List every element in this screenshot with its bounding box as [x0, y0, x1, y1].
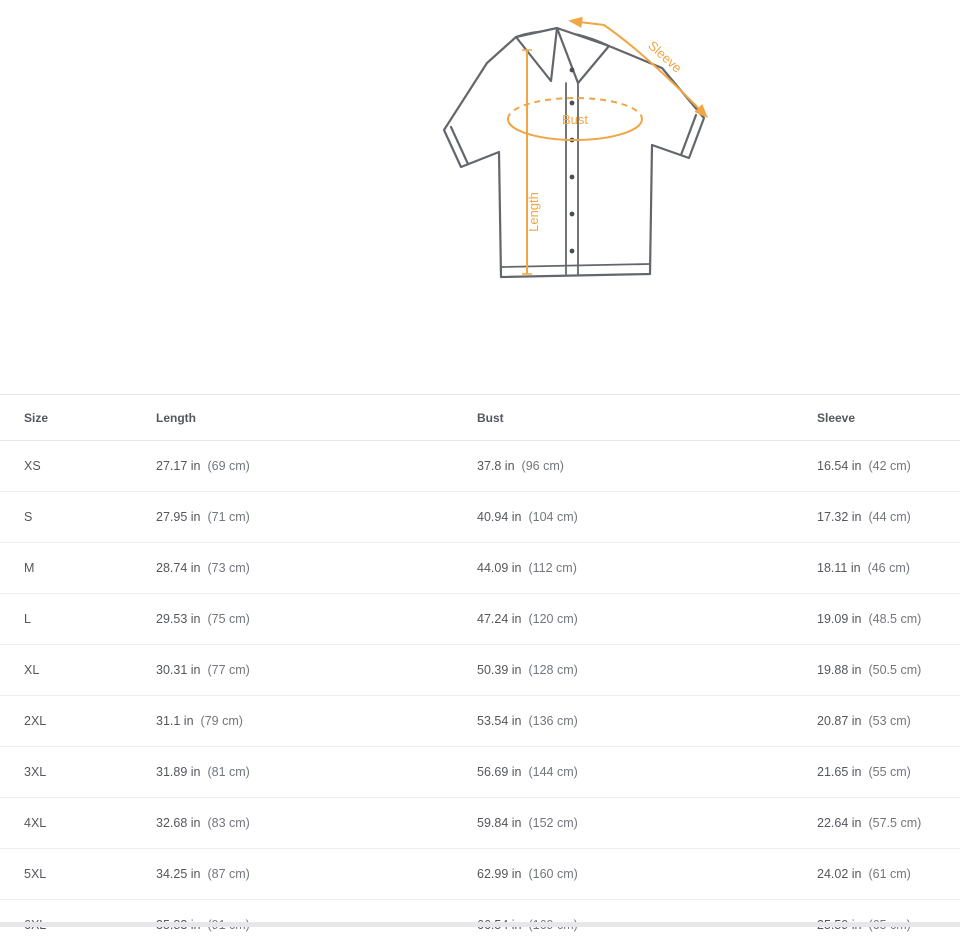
sleeve-cm-value: (61 cm): [868, 867, 910, 881]
length-cm-value: (87 cm): [207, 867, 249, 881]
sleeve-in-value: 20.87 in: [817, 714, 861, 728]
size-value: S: [24, 510, 32, 524]
table-row-xs: XS 27.17 in (69 cm) 37.8 in (96 cm) 16.54 …: [0, 441, 960, 492]
bust-cm-value: (152 cm): [528, 816, 577, 830]
size-value: 3XL: [24, 765, 46, 779]
size-value: 5XL: [24, 867, 46, 881]
column-header-bust: Bust: [476, 395, 816, 441]
bust-in-value: 37.8 in: [477, 459, 515, 473]
bust-cm-value: (112 cm): [528, 561, 576, 575]
length-cm-value: (83 cm): [207, 816, 249, 830]
column-header-sleeve: Sleeve: [816, 395, 960, 441]
sleeve-in-value: 19.09 in: [817, 612, 861, 626]
length-cm-value: (71 cm): [207, 510, 249, 524]
bust-cm-value: (136 cm): [528, 714, 577, 728]
sleeve-cm-value: (50.5 cm): [868, 663, 921, 677]
shirt-measurement-figure: Length Bust Sleeve: [0, 0, 960, 390]
sleeve-in-value: 19.88 in: [817, 663, 861, 677]
sleeve-cm-value: (48.5 cm): [868, 612, 921, 626]
bust-cm-value: (96 cm): [522, 459, 564, 473]
bust-cm-value: (120 cm): [528, 612, 577, 626]
length-in-value: 27.17 in: [156, 459, 200, 473]
bust-cm-value: (128 cm): [528, 663, 577, 677]
bust-in-value: 59.84 in: [477, 816, 521, 830]
size-value: 4XL: [24, 816, 46, 830]
bust-in-value: 50.39 in: [477, 663, 521, 677]
column-header-size: Size: [0, 395, 155, 441]
sleeve-in-value: 24.02 in: [817, 867, 861, 881]
length-in-value: 28.74 in: [156, 561, 200, 575]
length-label: Length: [526, 192, 541, 232]
sleeve-cm-value: (57.5 cm): [868, 816, 921, 830]
table-row-4xl: 4XL 32.68 in (83 cm) 59.84 in (152 cm) 22.…: [0, 798, 960, 849]
sleeve-cm-value: (46 cm): [868, 561, 910, 575]
sleeve-cm-value: (42 cm): [868, 459, 910, 473]
sleeve-in-value: 17.32 in: [817, 510, 861, 524]
length-in-value: 30.31 in: [156, 663, 200, 677]
table-row-3xl: 3XL 31.89 in (81 cm) 56.69 in (144 cm) 21.…: [0, 747, 960, 798]
table-row-xl: XL 30.31 in (77 cm) 50.39 in (128 cm) 19.8…: [0, 645, 960, 696]
sleeve-in-value: 16.54 in: [817, 459, 861, 473]
length-cm-value: (73 cm): [207, 561, 249, 575]
bust-cm-value: (104 cm): [528, 510, 577, 524]
column-header-length: Length: [155, 395, 476, 441]
bust-in-value: 44.09 in: [477, 561, 521, 575]
size-value: XL: [24, 663, 39, 677]
length-in-value: 34.25 in: [156, 867, 200, 881]
length-cm-value: (69 cm): [207, 459, 249, 473]
sleeve-in-value: 22.64 in: [817, 816, 861, 830]
length-in-value: 29.53 in: [156, 612, 200, 626]
length-in-value: 31.1 in: [156, 714, 194, 728]
table-row-2xl: 2XL 31.1 in (79 cm) 53.54 in (136 cm) 20.8…: [0, 696, 960, 747]
table-row-l: L 29.53 in (75 cm) 47.24 in (120 cm) 19.09…: [0, 594, 960, 645]
sleeve-in-value: 18.11 in: [817, 561, 861, 575]
table-bottom-divider: [0, 922, 960, 927]
table-row-s: S 27.95 in (71 cm) 40.94 in (104 cm) 17.32…: [0, 492, 960, 543]
bust-in-value: 53.54 in: [477, 714, 521, 728]
size-value: M: [24, 561, 34, 575]
size-value: XS: [24, 459, 41, 473]
bust-in-value: 62.99 in: [477, 867, 521, 881]
sleeve-cm-value: (53 cm): [868, 714, 910, 728]
sleeve-cm-value: (44 cm): [868, 510, 910, 524]
shirt-diagram-svg: Length Bust Sleeve: [0, 0, 960, 390]
size-value: 2XL: [24, 714, 46, 728]
length-in-value: 27.95 in: [156, 510, 200, 524]
bust-in-value: 40.94 in: [477, 510, 521, 524]
length-cm-value: (75 cm): [207, 612, 249, 626]
table-row-5xl: 5XL 34.25 in (87 cm) 62.99 in (160 cm) 24.…: [0, 849, 960, 900]
bust-in-value: 47.24 in: [477, 612, 521, 626]
bust-in-value: 56.69 in: [477, 765, 521, 779]
length-cm-value: (79 cm): [201, 714, 243, 728]
length-in-value: 31.89 in: [156, 765, 200, 779]
bust-cm-value: (160 cm): [528, 867, 577, 881]
sleeve-cm-value: (55 cm): [868, 765, 910, 779]
length-cm-value: (77 cm): [207, 663, 249, 677]
size-value: L: [24, 612, 31, 626]
size-chart-table: Size Length Bust Sleeve XS 27.17 in (69 c…: [0, 394, 960, 950]
length-cm-value: (81 cm): [207, 765, 249, 779]
sleeve-in-value: 21.65 in: [817, 765, 861, 779]
table-header-row: Size Length Bust Sleeve: [0, 395, 960, 441]
bust-cm-value: (144 cm): [528, 765, 577, 779]
table-row-m: M 28.74 in (73 cm) 44.09 in (112 cm) 18.11…: [0, 543, 960, 594]
length-in-value: 32.68 in: [156, 816, 200, 830]
bust-label: Bust: [562, 112, 588, 127]
